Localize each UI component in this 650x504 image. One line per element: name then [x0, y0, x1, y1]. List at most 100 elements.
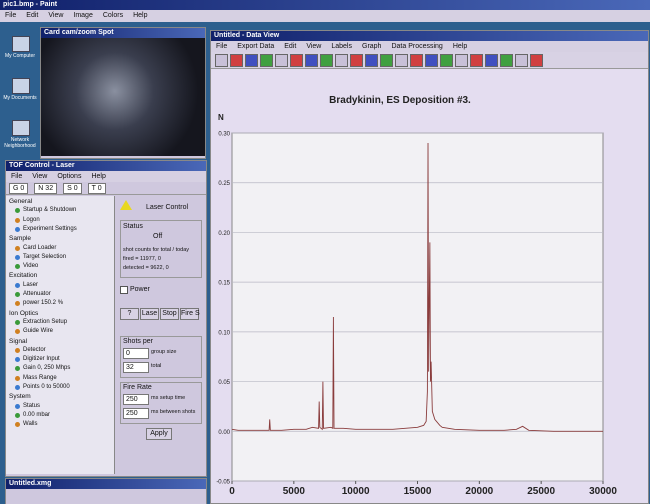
tree-item[interactable]: Target Selection: [23, 253, 67, 260]
tree-item[interactable]: Card Loader: [23, 244, 57, 251]
taskbar-item[interactable]: Untitled.xmg: [6, 479, 206, 489]
toolbar-button[interactable]: [515, 54, 528, 67]
toolbar-field[interactable]: S 0: [63, 183, 82, 194]
menu-item[interactable]: Colors: [102, 12, 124, 19]
menu-item[interactable]: Options: [57, 173, 82, 180]
tree-icon: [15, 264, 20, 270]
toolbar-button[interactable]: [440, 54, 453, 67]
toolbar-field[interactable]: N 32: [34, 183, 58, 194]
toolbar-button[interactable]: [365, 54, 378, 67]
desktop-icon[interactable]: [12, 78, 30, 94]
toolbar-button[interactable]: [425, 54, 438, 67]
tree-item[interactable]: Points 0 to 50000: [23, 384, 70, 390]
toolbar-button[interactable]: [530, 54, 543, 67]
between-input[interactable]: 250: [123, 408, 149, 419]
setup-input[interactable]: 250: [123, 394, 149, 405]
toolbar-button[interactable]: [230, 54, 243, 67]
tree-item[interactable]: Walls: [23, 421, 38, 428]
tree-item[interactable]: Experiment Settings: [23, 225, 77, 232]
apply-button[interactable]: Apply: [146, 428, 172, 440]
toolbar-button[interactable]: [410, 54, 423, 67]
tree-item[interactable]: Startup & Shutdown: [23, 207, 77, 214]
tree-icon: [15, 217, 20, 223]
taskbar-window: Untitled.xmg: [5, 478, 207, 504]
tree-item[interactable]: Extraction Setup: [23, 318, 68, 325]
menu-item[interactable]: Labels: [331, 43, 352, 50]
menu-item[interactable]: Help: [133, 12, 148, 19]
toolbar-button[interactable]: [350, 54, 363, 67]
toolbar-button[interactable]: [470, 54, 483, 67]
menu-item[interactable]: View: [32, 173, 48, 180]
toolbar-field[interactable]: G 0: [9, 183, 29, 194]
toolbar-button[interactable]: [305, 54, 318, 67]
menu-item[interactable]: Export Data: [237, 43, 275, 50]
tree-group[interactable]: Ion Optics: [9, 309, 39, 317]
laser-button[interactable]: Stop: [160, 308, 179, 320]
desktop-icon[interactable]: [12, 120, 30, 136]
tree-group[interactable]: Signal: [9, 337, 28, 345]
laser-button[interactable]: Fire S: [180, 308, 200, 320]
group-input[interactable]: 0: [123, 348, 149, 359]
camera-window: Card cam/zoom Spot: [40, 27, 206, 159]
menu-item[interactable]: View: [306, 43, 322, 50]
tree-item[interactable]: Gain 0, 250 Mhps: [23, 365, 71, 372]
menu-item[interactable]: File: [5, 12, 17, 19]
toolbar-button[interactable]: [215, 54, 228, 67]
status-label: Status: [123, 223, 143, 230]
toolbar-button[interactable]: [380, 54, 393, 67]
toolbar-field[interactable]: T 0: [87, 183, 106, 194]
x-tick-label: 0: [229, 486, 235, 497]
tree-item[interactable]: Digitizer Input: [23, 356, 60, 363]
tree-item[interactable]: Mass Range: [23, 374, 57, 381]
toolbar-button[interactable]: [260, 54, 273, 67]
toolbar-button[interactable]: [290, 54, 303, 67]
tof-window: TOF Control - Laser File View Options Help …: [5, 160, 207, 477]
tree-group[interactable]: Excitation: [9, 272, 38, 280]
y-tick-label: 0.05: [218, 380, 230, 386]
tree-group[interactable]: System: [9, 393, 31, 401]
toolbar-button[interactable]: [320, 54, 333, 67]
tree-item[interactable]: Attenuator: [23, 291, 51, 297]
y-tick-label: 0.15: [218, 281, 230, 287]
detected-count: detected = 9622, 0: [123, 265, 169, 271]
toolbar-button[interactable]: [395, 54, 408, 67]
toolbar-button[interactable]: [335, 54, 348, 67]
laser-button[interactable]: ?: [120, 308, 139, 320]
toolbar-button[interactable]: [275, 54, 288, 67]
laser-button[interactable]: Lase: [140, 308, 159, 320]
tree-item[interactable]: Detector: [23, 346, 46, 353]
x-tick-label: 20000: [465, 486, 493, 497]
tree-group[interactable]: General: [9, 198, 33, 205]
toolbar-button[interactable]: [500, 54, 513, 67]
toolbar-button[interactable]: [455, 54, 468, 67]
paint-menu: File Edit View Image Colors Help: [0, 10, 650, 22]
desktop-icon[interactable]: [12, 36, 30, 52]
menu-item[interactable]: Help: [452, 43, 468, 50]
tree-icon: [15, 292, 20, 297]
menu-item[interactable]: File: [216, 43, 228, 50]
power-checkbox[interactable]: [120, 286, 128, 294]
tree-item[interactable]: power 150.2 %: [23, 300, 64, 307]
menu-item[interactable]: Help: [91, 173, 106, 180]
tree-item[interactable]: Laser: [23, 281, 39, 288]
tree-item[interactable]: Status: [23, 402, 41, 409]
tree-item[interactable]: Guide Wire: [23, 328, 54, 335]
menu-item[interactable]: Edit: [284, 43, 297, 50]
y-axis-label: N: [218, 113, 224, 122]
tree-item[interactable]: Video: [23, 263, 39, 270]
menu-item[interactable]: Data Processing: [391, 43, 443, 50]
tree-item[interactable]: Logon: [23, 216, 40, 223]
tree-icon: [15, 301, 20, 307]
menu-item[interactable]: File: [11, 173, 23, 180]
toolbar-button[interactable]: [485, 54, 498, 67]
menu-item[interactable]: View: [48, 12, 64, 19]
tree-group[interactable]: Sample: [9, 235, 32, 243]
menu-item[interactable]: Graph: [362, 43, 382, 50]
menu-item[interactable]: Edit: [26, 12, 39, 19]
rate-title: Fire Rate: [123, 384, 152, 391]
tree-item[interactable]: 0.00 mbar: [23, 411, 51, 418]
toolbar-button[interactable]: [245, 54, 258, 67]
menu-item[interactable]: Image: [73, 12, 93, 19]
x-tick-label: 10000: [342, 486, 370, 497]
total-input[interactable]: 32: [123, 362, 149, 373]
